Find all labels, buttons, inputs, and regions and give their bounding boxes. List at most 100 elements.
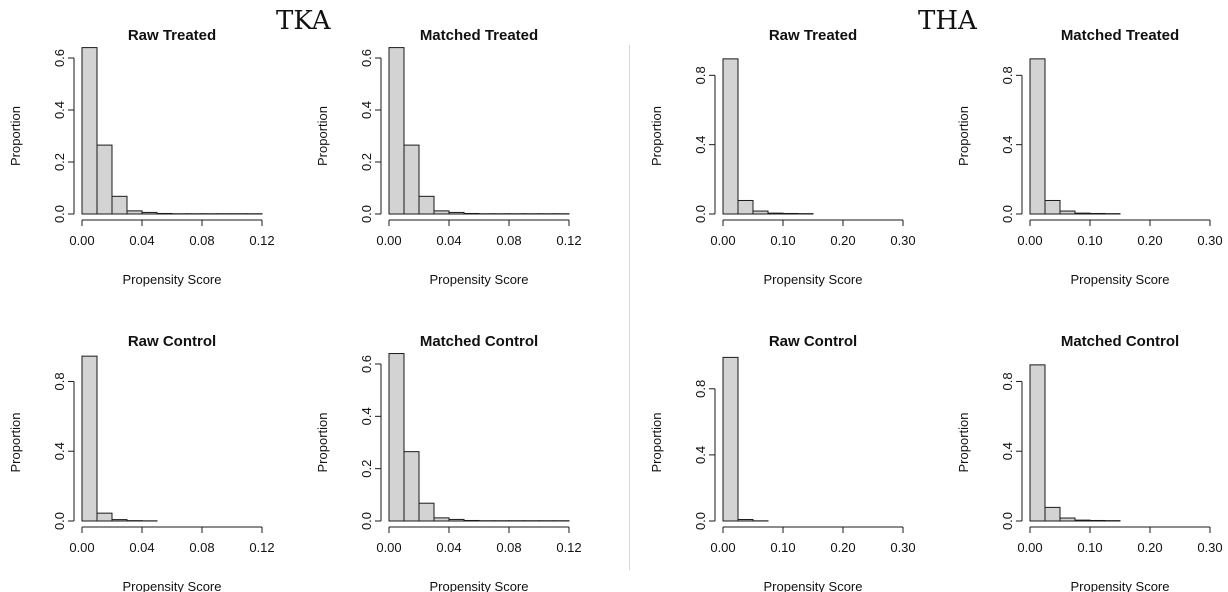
histogram-panel-5: Matched Control 0.0 0.2 0.4 0.6 Proportion 0.0… <box>315 333 582 592</box>
chart-4-bar-2 <box>111 519 128 522</box>
chart-1-bar-2 <box>418 195 435 215</box>
chart-0-y-tick-label-2: 0.4 <box>52 101 67 119</box>
group-divider <box>629 45 630 570</box>
chart-1-title: Matched Treated <box>420 27 538 44</box>
chart-1-bar-3 <box>433 210 450 215</box>
chart-5-bar-2 <box>418 502 435 522</box>
chart-4-y-axis-label: Proportion <box>8 413 23 473</box>
chart-5-title: Matched Control <box>420 333 538 350</box>
chart-2-x-tick-label-0: 0.00 <box>710 233 735 248</box>
chart-1-bar-4 <box>448 211 465 215</box>
chart-1-x-tick-label-3: 0.12 <box>556 233 581 248</box>
chart-3-x-tick-label-2: 0.20 <box>1137 233 1162 248</box>
chart-7-bar-3 <box>1074 519 1091 522</box>
chart-3-bar-1 <box>1044 199 1061 215</box>
chart-0-x-tick-label-0: 0.00 <box>69 233 94 248</box>
chart-7-y-axis-label: Proportion <box>956 413 971 473</box>
chart-0-bar-5 <box>156 212 173 215</box>
chart-0-x-tick-label-2: 0.08 <box>189 233 214 248</box>
chart-6-y-tick-label-0: 0.0 <box>693 512 708 530</box>
chart-6-bar-0 <box>722 356 739 522</box>
chart-4-x-tick-label-0: 0.00 <box>69 540 94 555</box>
chart-3-bar-4 <box>1089 212 1106 215</box>
chart-2-bar-3 <box>767 212 784 215</box>
chart-7-y-tick-label-1: 0.4 <box>1000 442 1015 460</box>
chart-2-y-tick-label-1: 0.4 <box>693 136 708 154</box>
chart-3-y-tick-label-1: 0.4 <box>1000 136 1015 154</box>
chart-5-bar-4 <box>448 518 465 522</box>
chart-3-x-axis-label: Propensity Score <box>1071 272 1170 287</box>
chart-3-title: Matched Treated <box>1061 27 1179 44</box>
chart-5-x-tick-label-1: 0.04 <box>436 540 461 555</box>
chart-4-x-axis-label: Propensity Score <box>123 579 222 592</box>
chart-0-bar-3 <box>126 210 143 215</box>
chart-0-x-axis-label: Propensity Score <box>123 272 222 287</box>
chart-7-x-tick-label-2: 0.20 <box>1137 540 1162 555</box>
chart-6-bar-1 <box>737 519 754 522</box>
chart-1-y-tick-label-0: 0.0 <box>359 205 374 223</box>
chart-7-x-tick-label-1: 0.10 <box>1077 540 1102 555</box>
chart-5-y-axis-label: Proportion <box>315 413 330 473</box>
chart-6-x-tick-label-2: 0.20 <box>830 540 855 555</box>
chart-6-x-tick-label-1: 0.10 <box>770 540 795 555</box>
chart-7-y-tick-label-0: 0.0 <box>1000 512 1015 530</box>
chart-1-x-axis-label: Propensity Score <box>430 272 529 287</box>
chart-0-bar-4 <box>141 211 158 215</box>
chart-6-y-tick-label-1: 0.4 <box>693 446 708 464</box>
chart-0-bar-2 <box>111 195 128 215</box>
group-title-tka: TKA <box>276 6 331 36</box>
chart-2-y-tick-label-0: 0.0 <box>693 205 708 223</box>
chart-3-x-tick-label-3: 0.30 <box>1197 233 1222 248</box>
chart-1-y-tick-label-2: 0.4 <box>359 101 374 119</box>
chart-6-x-axis-label: Propensity Score <box>764 579 863 592</box>
chart-3-y-axis-label: Proportion <box>956 106 971 166</box>
chart-7-x-axis-label: Propensity Score <box>1071 579 1170 592</box>
chart-0-bar-0 <box>81 47 98 215</box>
chart-2-title: Raw Treated <box>769 27 857 44</box>
chart-1-y-tick-label-1: 0.2 <box>359 153 374 171</box>
chart-5-x-tick-label-2: 0.08 <box>496 540 521 555</box>
chart-7-x-tick-label-3: 0.30 <box>1197 540 1222 555</box>
chart-7-title: Matched Control <box>1061 333 1179 350</box>
chart-7-y-tick-label-2: 0.8 <box>1000 372 1015 390</box>
chart-3-y-tick-label-2: 0.8 <box>1000 66 1015 84</box>
chart-6-y-tick-label-2: 0.8 <box>693 380 708 398</box>
chart-5-y-tick-label-1: 0.2 <box>359 460 374 478</box>
chart-4-y-tick-label-2: 0.8 <box>52 372 67 390</box>
chart-0-title: Raw Treated <box>128 27 216 44</box>
histogram-panel-2: Raw Treated 0.0 0.4 0.8 Proportion 0.00 0.10 0.… <box>649 27 916 287</box>
chart-6-title: Raw Control <box>769 333 857 350</box>
chart-0-y-tick-label-3: 0.6 <box>52 49 67 67</box>
chart-0-bar-1 <box>96 144 113 215</box>
chart-0-y-tick-label-0: 0.0 <box>52 205 67 223</box>
chart-5-y-tick-label-0: 0.0 <box>359 512 374 530</box>
chart-2-bar-4 <box>782 212 799 215</box>
chart-2-y-tick-label-2: 0.8 <box>693 66 708 84</box>
chart-6-x-tick-label-3: 0.30 <box>890 540 915 555</box>
chart-1-x-tick-label-2: 0.08 <box>496 233 521 248</box>
chart-1-x-tick-label-0: 0.00 <box>376 233 401 248</box>
chart-6-x-tick-label-0: 0.00 <box>710 540 735 555</box>
chart-2-x-tick-label-2: 0.20 <box>830 233 855 248</box>
chart-4-y-tick-label-0: 0.0 <box>52 512 67 530</box>
chart-5-x-tick-label-3: 0.12 <box>556 540 581 555</box>
chart-3-x-tick-label-0: 0.00 <box>1017 233 1042 248</box>
chart-5-bar-3 <box>433 517 450 522</box>
chart-6-y-axis-label: Proportion <box>649 413 664 473</box>
chart-0-x-tick-label-3: 0.12 <box>249 233 274 248</box>
chart-5-y-tick-label-2: 0.4 <box>359 407 374 425</box>
chart-7-x-tick-label-0: 0.00 <box>1017 540 1042 555</box>
chart-3-bar-3 <box>1074 212 1091 215</box>
chart-4-x-tick-label-1: 0.04 <box>129 540 154 555</box>
histogram-panel-1: Matched Treated 0.0 0.2 0.4 0.6 Proportion 0.0… <box>315 27 582 287</box>
chart-0-y-axis-label: Proportion <box>8 106 23 166</box>
chart-1-bar-1 <box>403 144 420 215</box>
chart-3-y-tick-label-0: 0.0 <box>1000 205 1015 223</box>
chart-5-x-tick-label-0: 0.00 <box>376 540 401 555</box>
chart-2-y-axis-label: Proportion <box>649 106 664 166</box>
chart-5-y-tick-label-3: 0.6 <box>359 355 374 373</box>
chart-1-y-tick-label-3: 0.6 <box>359 49 374 67</box>
chart-2-bar-0 <box>722 58 739 215</box>
chart-4-x-tick-label-2: 0.08 <box>189 540 214 555</box>
chart-7-bar-2 <box>1059 517 1076 522</box>
